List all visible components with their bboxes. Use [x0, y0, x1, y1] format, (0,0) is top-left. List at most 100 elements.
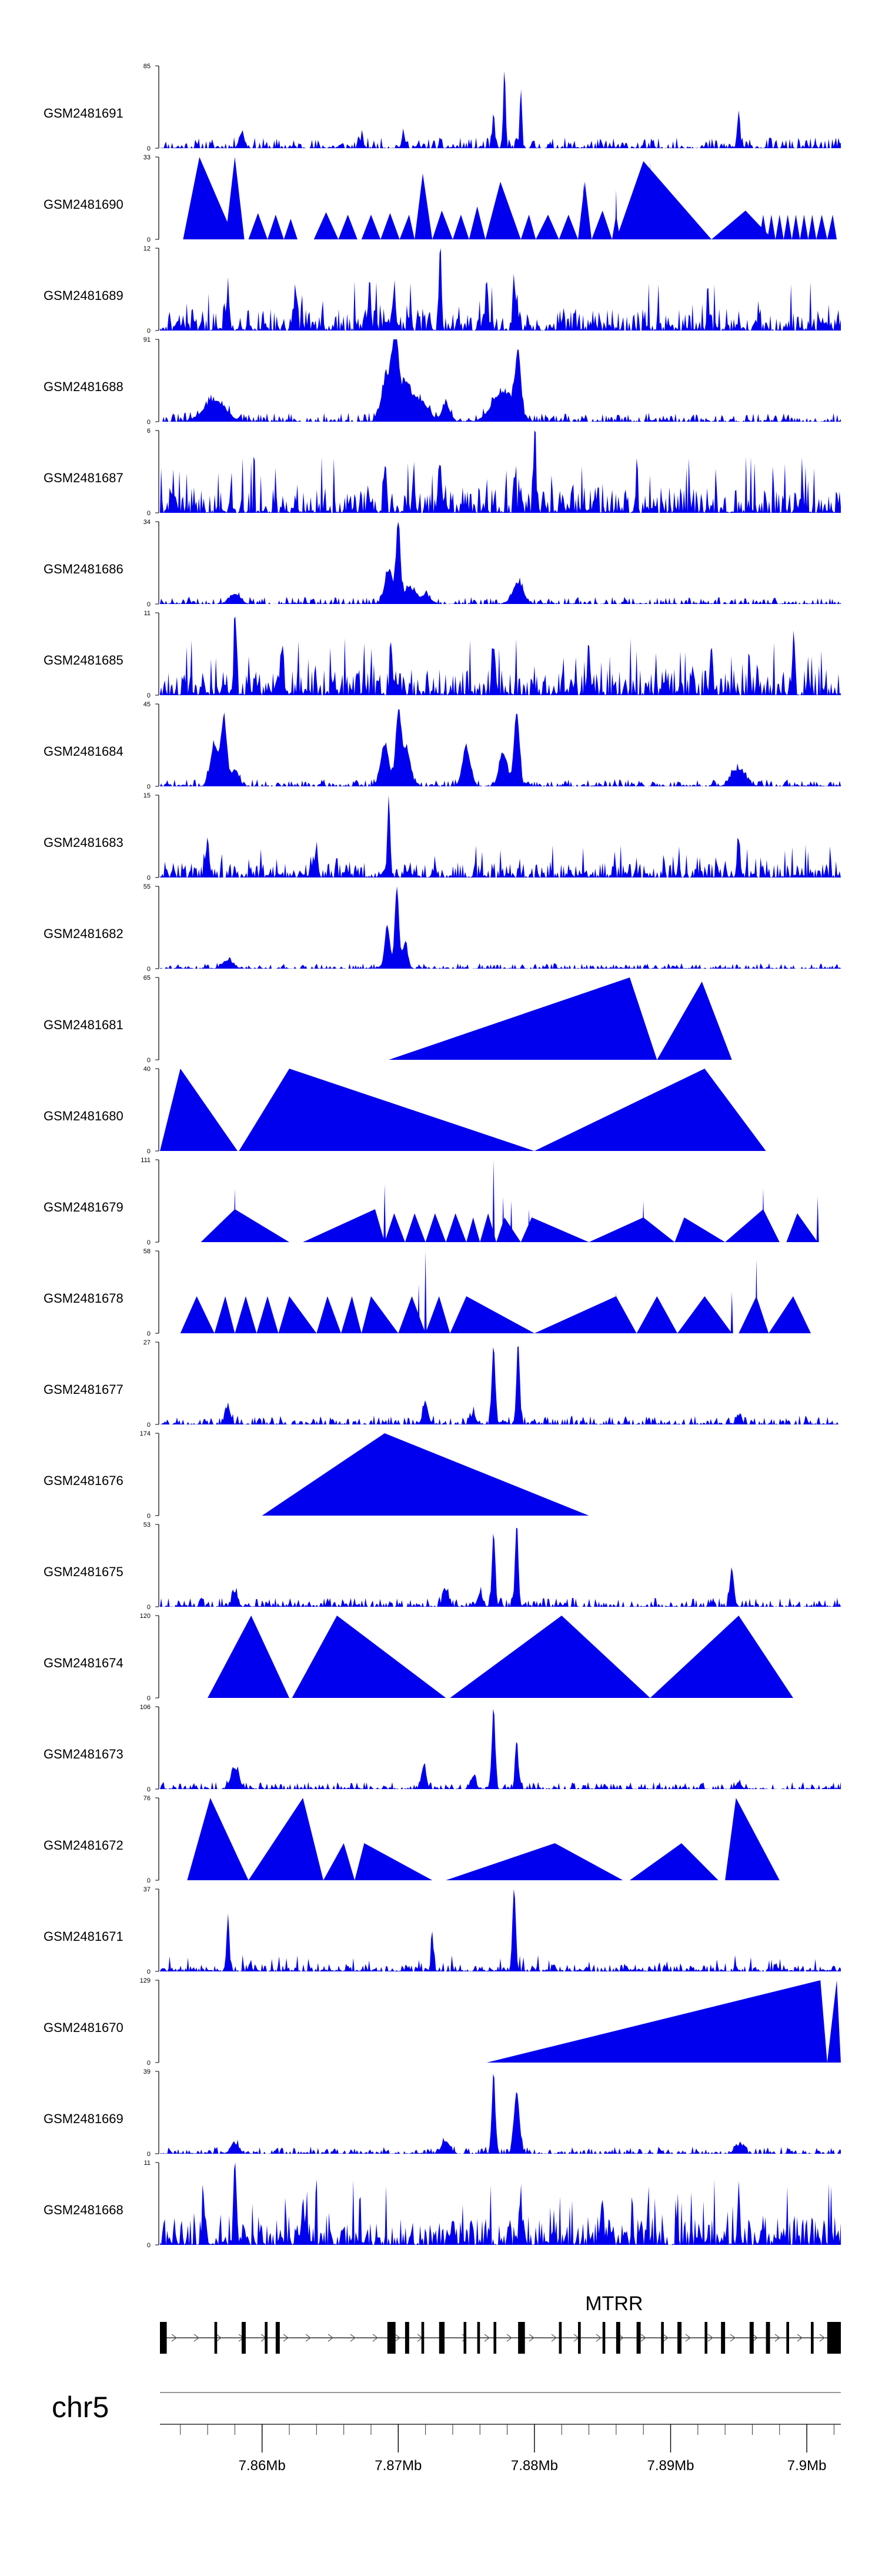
coverage-triangle	[398, 1296, 426, 1333]
coverage-triangle	[636, 1296, 678, 1333]
strand-arrow	[216, 2334, 222, 2342]
coverage-triangle	[739, 1296, 769, 1333]
strand-arrow	[774, 2334, 780, 2342]
y-tick-label-max: 45	[143, 701, 151, 708]
coverage-triangle	[187, 1798, 249, 1880]
coverage-spike	[510, 1201, 513, 1242]
coverage-area	[160, 1709, 841, 1789]
y-tick-label-max: 12	[143, 245, 151, 252]
gene-name-label: MTRR	[585, 2293, 643, 2315]
gene-exon	[704, 2322, 708, 2354]
coverage-spike	[642, 1201, 645, 1242]
y-tick-label-max: 33	[143, 154, 151, 161]
track-label: GSM2481677	[44, 1382, 123, 1397]
gene-exon	[721, 2322, 726, 2354]
gene-exon	[439, 2322, 445, 2354]
coverage-triangle	[235, 1296, 257, 1333]
y-tick-label-min: 0	[147, 145, 151, 152]
y-tick-label-min: 0	[147, 1513, 151, 1520]
coverage-triangle	[303, 1209, 385, 1242]
coverage-spike	[582, 182, 585, 239]
strand-arrow	[372, 2334, 378, 2342]
track-label: GSM2481669	[44, 2111, 123, 2126]
coverage-triangle	[827, 215, 837, 239]
coverage-triangle	[415, 173, 433, 239]
coverage-area	[160, 431, 841, 513]
y-tick-label-min: 0	[147, 419, 151, 426]
gene-exon	[786, 2322, 789, 2354]
x-tick-label: 7.89Mb	[647, 2458, 694, 2474]
coverage-triangle	[316, 1296, 342, 1333]
coverage-triangle	[769, 1296, 811, 1333]
y-tick-label-min: 0	[147, 601, 151, 608]
strand-arrow	[529, 2334, 534, 2342]
y-tick-label-min: 0	[147, 1422, 151, 1429]
track-label: GSM2481668	[44, 2203, 123, 2217]
track-GSM2481670: GSM2481670 129 0	[44, 1977, 841, 2067]
track-GSM2481681: GSM2481681 65 0	[44, 975, 732, 1064]
coverage-triangle	[267, 215, 284, 239]
track-label: GSM2481691	[44, 106, 123, 121]
coverage-area	[160, 2163, 841, 2245]
coverage-spike	[424, 1251, 427, 1333]
strand-arrow	[752, 2334, 758, 2342]
coverage-triangle	[520, 1217, 589, 1242]
coverage-triangle	[399, 215, 415, 239]
coverage-spike	[730, 1292, 733, 1333]
gene-exon	[265, 2322, 268, 2354]
gene-exon	[827, 2322, 841, 2354]
y-tick-label-max: 111	[141, 1157, 151, 1164]
coverage-triangle	[592, 211, 612, 239]
y-tick-label-min: 0	[147, 875, 151, 882]
gene-exon	[477, 2322, 480, 2354]
coverage-triangle	[725, 1209, 780, 1242]
track-label: GSM2481684	[44, 744, 123, 759]
strand-arrow	[551, 2334, 557, 2342]
coverage-area	[160, 616, 841, 695]
y-tick-label-max: 174	[140, 1430, 151, 1437]
coverage-triangle	[450, 1296, 534, 1333]
gene-exon	[387, 2322, 396, 2354]
coverage-triangle	[212, 215, 226, 239]
coverage-triangle	[480, 1213, 497, 1242]
track-GSM2481668: GSM2481668 11 0	[44, 2160, 841, 2249]
track-GSM2481678: GSM2481678 58 0	[44, 1248, 811, 1337]
track-GSM2481683: GSM2481683 15 0	[44, 792, 841, 882]
gene-exon	[241, 2322, 246, 2354]
track-label: GSM2481683	[44, 835, 123, 850]
coverage-triangle	[405, 1213, 426, 1242]
coverage-triangle	[180, 1296, 215, 1333]
coverage-area	[160, 1527, 841, 1607]
coverage-area	[160, 248, 841, 331]
coverage-area	[160, 1889, 841, 1971]
track-GSM2481675: GSM2481675 53 0	[44, 1521, 841, 1611]
y-tick-label-min: 0	[147, 510, 151, 517]
coverage-triangle	[292, 1616, 446, 1698]
coverage-area	[160, 709, 841, 786]
coverage-triangle	[446, 1213, 467, 1242]
coverage-triangle	[452, 215, 469, 239]
coverage-spike	[383, 1184, 386, 1242]
coverage-tracks: GSM2481691850GSM2481690330GSM2481689120G…	[44, 63, 841, 2249]
track-label: GSM2481688	[44, 379, 123, 394]
track-GSM2481680: GSM2481680 40 0	[44, 1066, 766, 1155]
y-tick-label-max: 15	[143, 792, 151, 799]
track-label: GSM2481682	[44, 926, 123, 941]
coverage-triangle	[485, 182, 521, 239]
track-label: GSM2481676	[44, 1473, 123, 1488]
y-tick-label-max: 40	[143, 1066, 151, 1073]
coverage-triangle	[559, 215, 579, 239]
y-tick-label-max: 34	[143, 519, 151, 526]
coverage-triangle	[256, 1296, 279, 1333]
gene-exon	[405, 2322, 409, 2354]
coverage-triangle	[450, 1616, 650, 1698]
chromosome-label: chr5	[52, 2391, 109, 2424]
track-label: GSM2481680	[44, 1109, 123, 1123]
track-GSM2481679: GSM2481679 111 0	[44, 1157, 819, 1246]
strand-arrow	[707, 2334, 713, 2342]
track-GSM2481669: GSM2481669 39 0	[44, 2068, 841, 2158]
y-tick-label-min: 0	[147, 236, 151, 243]
track-label: GSM2481673	[44, 1747, 123, 1761]
coverage-spike	[492, 1160, 495, 1242]
